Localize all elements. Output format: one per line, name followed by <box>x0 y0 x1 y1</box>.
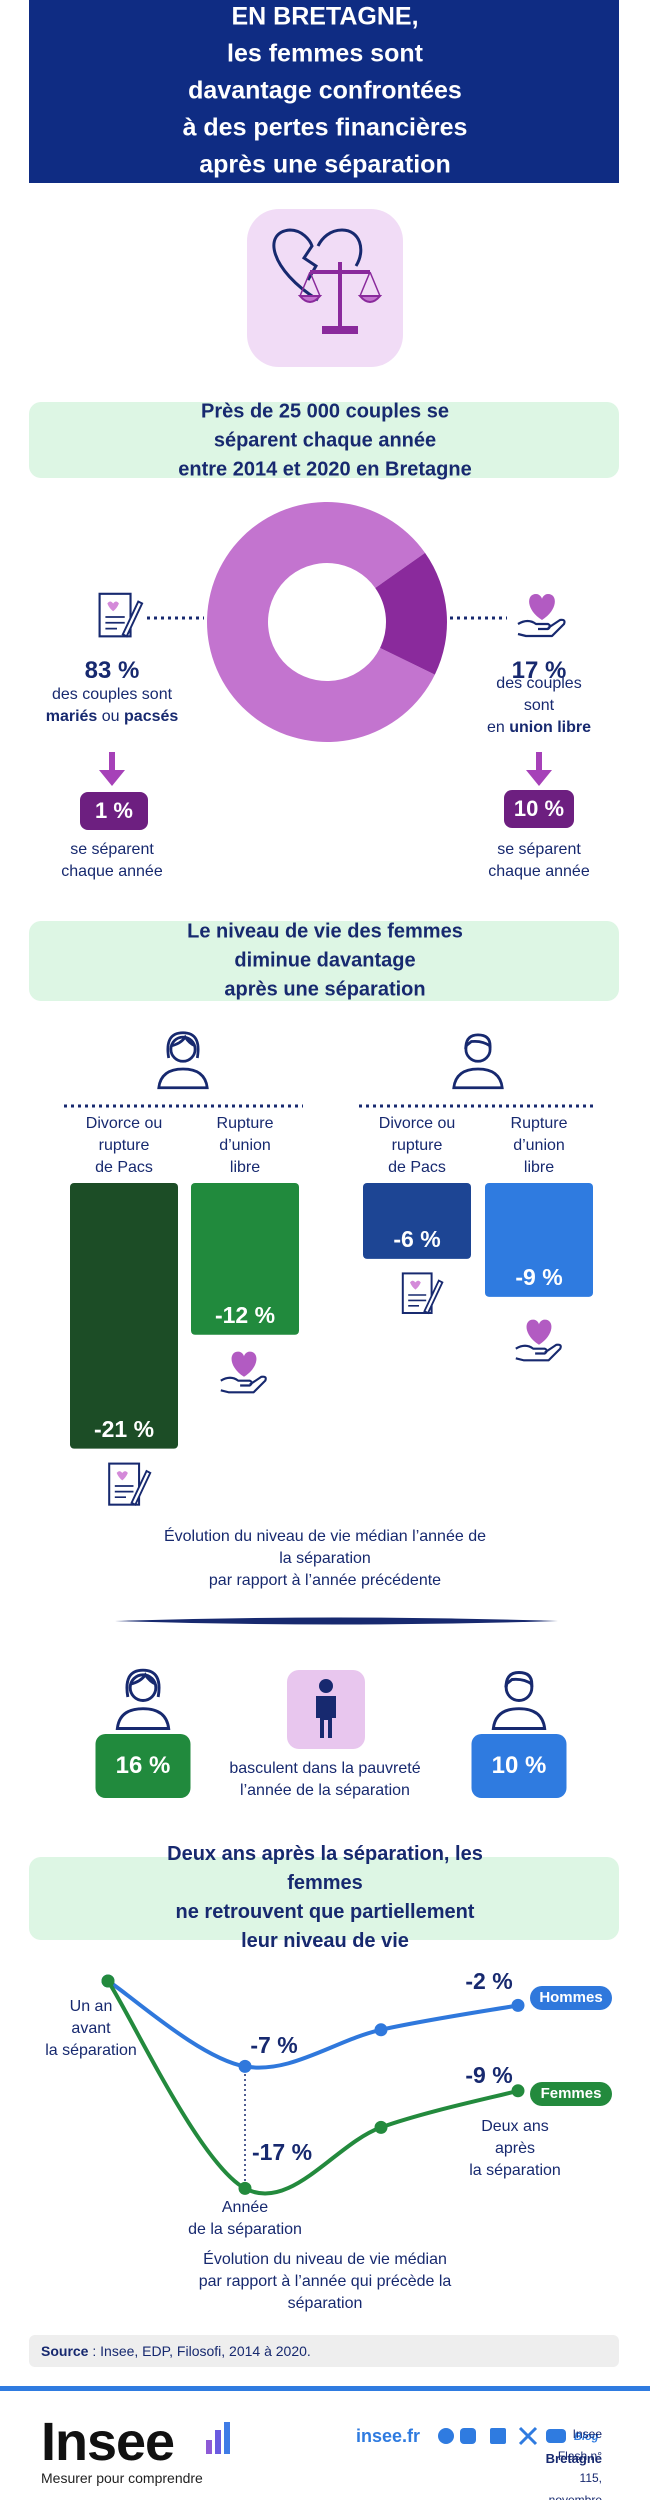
man-icon <box>491 1671 547 1730</box>
poverty-icon <box>287 1670 365 1749</box>
value-label: -17 % <box>251 2139 313 2165</box>
section-box <box>29 402 619 478</box>
category-label: Rupture d’union libre <box>216 1115 274 1176</box>
value-label: -9 % <box>465 2062 513 2088</box>
value-label: -7 % <box>250 2032 298 2058</box>
point <box>511 2084 525 2098</box>
heart-hand-icon <box>514 1318 562 1362</box>
heart-hand-icon <box>516 592 566 638</box>
share-label: 17 % <box>511 657 567 684</box>
description: en <box>486 719 505 736</box>
point <box>374 2120 388 2134</box>
region: Bretagne <box>545 2451 602 2466</box>
site-link[interactable]: insee.fr <box>356 2426 421 2446</box>
section-box <box>29 921 619 1001</box>
couples-description: des couples sont mariés ou pacsés <box>46 684 179 728</box>
description: des couples sont <box>51 686 173 703</box>
bar <box>485 1183 593 1297</box>
description: des couples sont <box>496 675 582 714</box>
description-bold: mariés <box>45 708 98 725</box>
poverty-badge: 16 % <box>95 1734 191 1798</box>
contract-icon <box>401 1272 444 1314</box>
heart-hand-icon <box>219 1350 267 1394</box>
couples-description: des couples sont en union libre <box>484 673 595 739</box>
woman-icon <box>115 1668 171 1730</box>
description: ou <box>101 708 120 725</box>
category-label: Rupture d’union libre <box>510 1115 568 1176</box>
category-label: Divorce ou rupture de Pacs <box>378 1115 456 1176</box>
point <box>101 1974 115 1988</box>
blog-link[interactable]: Blog <box>574 2431 599 2443</box>
logo-bars <box>206 2422 230 2454</box>
bar-label: -6 % <box>393 1225 441 1252</box>
line <box>106 1979 519 2196</box>
share-label: 83 % <box>84 657 140 684</box>
point <box>374 2023 388 2037</box>
legend-entry: Hommes <box>530 1986 612 2010</box>
poverty-text: basculent dans la pauvreté l’année de la… <box>229 1760 421 1799</box>
x-label: Un an avant la séparation <box>45 1998 137 2059</box>
footer-rule <box>0 2386 650 2391</box>
x-label: Deux ans après la séparation <box>469 2118 561 2179</box>
description-bold: union libre <box>509 719 592 736</box>
line <box>106 1979 519 2070</box>
tagline: Mesurer pour comprendre <box>41 2470 203 2486</box>
category-label: Divorce ou rupture de Pacs <box>85 1115 163 1176</box>
donut-segment <box>375 552 448 675</box>
header-title: EN BRETAGNE, les femmes sont davantage c… <box>182 2 468 179</box>
bar-label: -12 % <box>214 1301 276 1328</box>
bar <box>70 1183 178 1449</box>
bar <box>191 1183 299 1335</box>
point <box>238 2181 252 2195</box>
publication: Insee Flash n° 115, novembre 2025 <box>548 2427 603 2500</box>
caption: Évolution du niveau de vie médian par ra… <box>198 2251 452 2312</box>
section-title: Le niveau de vie des femmes diminue dava… <box>187 920 463 1001</box>
social-icons <box>438 2426 566 2446</box>
scale-heart-icon <box>247 209 403 367</box>
bar-label: -9 % <box>515 1263 563 1290</box>
contract-icon <box>98 592 144 638</box>
section-title: Près de 25 000 couples se séparent chaqu… <box>178 400 472 481</box>
section-box <box>29 1857 619 1940</box>
rate-badge: 10 % <box>504 790 574 828</box>
source-text: : Insee, EDP, Filosofi, 2014 à 2020. <box>92 2343 311 2359</box>
separator <box>115 1617 558 1625</box>
x-label: Année de la séparation <box>188 2199 302 2238</box>
bar-label: -21 % <box>93 1415 155 1442</box>
poverty-badge: 10 % <box>471 1734 567 1798</box>
woman-icon <box>157 1031 209 1090</box>
value-label: -2 % <box>465 1968 513 1994</box>
arrow <box>99 752 552 786</box>
donut-segment <box>207 502 435 742</box>
source: Source : Insee, EDP, Filosofi, 2014 à 20… <box>41 2340 311 2362</box>
rate-note: se séparent chaque année <box>488 841 590 880</box>
rate-badge: 1 % <box>80 792 148 830</box>
caption: Évolution du niveau de vie médian l’anné… <box>163 1528 486 1589</box>
section-title: Deux ans après la séparation, les femmes… <box>167 1843 483 1952</box>
rate-note: se séparent chaque année <box>61 841 163 880</box>
point <box>511 1998 525 2012</box>
source-label: Source <box>41 2343 89 2359</box>
header-box <box>29 0 619 183</box>
man-icon <box>452 1033 504 1090</box>
source-box <box>29 2335 619 2367</box>
description-bold: pacsés <box>124 708 179 725</box>
legend-entry: Femmes <box>530 2082 612 2106</box>
bar <box>363 1183 471 1259</box>
contract-icon <box>108 1462 152 1506</box>
logo: Insee <box>41 2412 175 2472</box>
point <box>238 2059 252 2073</box>
